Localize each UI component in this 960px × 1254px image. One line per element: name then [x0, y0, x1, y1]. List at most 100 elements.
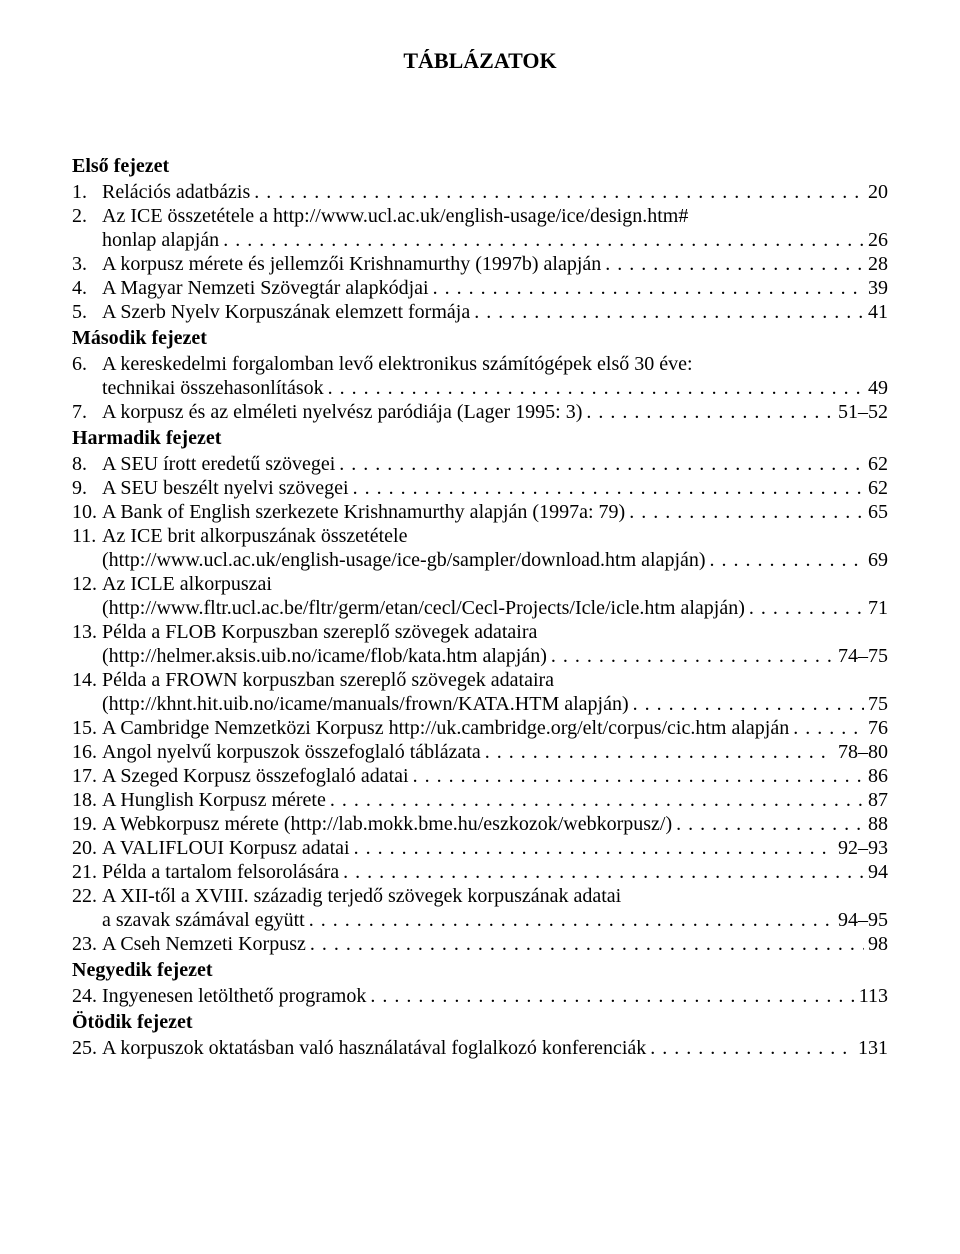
- entry-text: a szavak számával együtt: [102, 908, 305, 932]
- leader-dots: . . . . . . . . . . . . . . . . . . . . …: [710, 548, 864, 572]
- toc-list: Első fejezet1. Relációs adatbázis . . . . …: [72, 154, 888, 1060]
- toc-entry: 16.Angol nyelvű korpuszok összefoglaló t…: [72, 740, 888, 764]
- entry-number: 11.: [72, 524, 96, 548]
- toc-entry: 11.Az ICE brit alkorpuszának összetétele…: [72, 524, 888, 572]
- entry-text: Relációs adatbázis: [102, 180, 250, 204]
- entry-text-line: A kereskedelmi forgalomban levő elektron…: [102, 352, 888, 376]
- entry-text: Példa a tartalom felsorolására: [102, 860, 339, 884]
- toc-entry: 24.Ingyenesen letölthető programok. . . …: [72, 984, 888, 1008]
- entry-page: 41: [868, 300, 888, 324]
- entry-number: 2.: [72, 204, 87, 228]
- leader-dots: . . . . . . . . . . . . . . . . . . . . …: [413, 764, 864, 788]
- leader-dots: . . . . . . . . . . . . . . . . . . . . …: [223, 228, 864, 252]
- leader-dots: . . . . . . . . . . . . . . . . . . . . …: [676, 812, 864, 836]
- leader-dots: . . . . . . . . . . . . . . . . . . . . …: [310, 932, 864, 956]
- entry-number: 16.: [72, 740, 97, 764]
- toc-entry: 25.A korpuszok oktatásban való használat…: [72, 1036, 888, 1060]
- entry-text: (http://khnt.hit.uib.no/icame/manuals/fr…: [102, 692, 629, 716]
- entry-page: 94: [868, 860, 888, 884]
- entry-last-line: Példa a tartalom felsorolására. . . . . …: [102, 860, 888, 884]
- section-heading: Első fejezet: [72, 154, 888, 178]
- entry-text-line: Az ICE összetétele a http://www.ucl.ac.u…: [102, 204, 888, 228]
- entry-page: 88: [868, 812, 888, 836]
- entry-page: 69: [868, 548, 888, 572]
- entry-page: 62: [868, 476, 888, 500]
- entry-page: 51–52: [838, 400, 888, 424]
- entry-last-line: A SEU írott eredetű szövegei. . . . . . …: [102, 452, 888, 476]
- entry-text: A Bank of English szerkezete Krishnamurt…: [102, 500, 625, 524]
- entry-text: A korpusz mérete és jellemzői Krishnamur…: [102, 252, 601, 276]
- entry-number: 21.: [72, 860, 97, 884]
- entry-page: 92–93: [838, 836, 888, 860]
- entry-text-line: Példa a FROWN korpuszban szereplő szöveg…: [102, 668, 888, 692]
- entry-page: 113: [859, 984, 888, 1008]
- entry-number: 18.: [72, 788, 97, 812]
- page-container: TÁBLÁZATOK Első fejezet1. Relációs adatbá…: [0, 0, 960, 1254]
- toc-entry: 4.A Magyar Nemzeti Szövegtár alapkódjai.…: [72, 276, 888, 300]
- section-heading: Negyedik fejezet: [72, 958, 888, 982]
- entry-last-line: A Hunglish Korpusz mérete. . . . . . . .…: [102, 788, 888, 812]
- entry-page: 71: [868, 596, 888, 620]
- toc-entry: 9.A SEU beszélt nyelvi szövegei. . . . .…: [72, 476, 888, 500]
- entry-number: 8.: [72, 452, 87, 476]
- toc-entry: 6.A kereskedelmi forgalomban levő elektr…: [72, 352, 888, 400]
- entry-last-line: A korpusz és az elméleti nyelvész paródi…: [102, 400, 888, 424]
- leader-dots: . . . . . . . . . . . . . . . . . . . . …: [328, 376, 864, 400]
- entry-last-line: A Szerb Nyelv Korpuszának elemzett formá…: [102, 300, 888, 324]
- entry-page: 94–95: [838, 908, 888, 932]
- entry-number: 23.: [72, 932, 97, 956]
- entry-text: A VALIFLOUI Korpusz adatai: [102, 836, 350, 860]
- entry-number: 15.: [72, 716, 97, 740]
- entry-last-line: A VALIFLOUI Korpusz adatai. . . . . . . …: [102, 836, 888, 860]
- toc-entry: 7. A korpusz és az elméleti nyelvész paró…: [72, 400, 888, 424]
- entry-number: 7.: [72, 400, 87, 424]
- entry-page: 20: [868, 180, 888, 204]
- leader-dots: . . . . . . . . . . . . . . . . . . . . …: [370, 984, 854, 1008]
- leader-dots: . . . . . . . . . . . . . . . . . . . . …: [633, 692, 864, 716]
- entry-page: 78–80: [838, 740, 888, 764]
- entry-page: 26: [868, 228, 888, 252]
- leader-dots: . . . . . . . . . . . . . . . . . . . . …: [605, 252, 864, 276]
- entry-page: 131: [858, 1036, 888, 1060]
- entry-text: (http://www.ucl.ac.uk/english-usage/ice-…: [102, 548, 706, 572]
- leader-dots: . . . . . . . . . . . . . . . . . . . . …: [339, 452, 864, 476]
- section-heading: Második fejezet: [72, 326, 888, 350]
- entry-text: A Cambridge Nemzetközi Korpusz http://uk…: [102, 716, 789, 740]
- entry-page: 86: [868, 764, 888, 788]
- entry-text: A Szeged Korpusz összefoglaló adatai: [102, 764, 409, 788]
- entry-page: 39: [868, 276, 888, 300]
- leader-dots: . . . . . . . . . . . . . . . . . . . . …: [793, 716, 864, 740]
- entry-text: honlap alapján: [102, 228, 219, 252]
- entry-number: 24.: [72, 984, 97, 1008]
- toc-entry: 10.A Bank of English szerkezete Krishnam…: [72, 500, 888, 524]
- section-heading: Harmadik fejezet: [72, 426, 888, 450]
- page-title: TÁBLÁZATOK: [72, 48, 888, 74]
- entry-last-line: A SEU beszélt nyelvi szövegei. . . . . .…: [102, 476, 888, 500]
- entry-number: 4.: [72, 276, 87, 300]
- entry-text: Angol nyelvű korpuszok összefoglaló tábl…: [102, 740, 481, 764]
- entry-page: 74–75: [838, 644, 888, 668]
- leader-dots: . . . . . . . . . . . . . . . . . . . . …: [650, 1036, 854, 1060]
- entry-page: 98: [868, 932, 888, 956]
- toc-entry: 15.A Cambridge Nemzetközi Korpusz http:/…: [72, 716, 888, 740]
- entry-last-line: (http://www.fltr.ucl.ac.be/fltr/germ/eta…: [102, 596, 888, 620]
- entry-text: A korpusz és az elméleti nyelvész paródi…: [102, 400, 582, 424]
- toc-entry: 23.A Cseh Nemzeti Korpusz. . . . . . . .…: [72, 932, 888, 956]
- entry-page: 28: [868, 252, 888, 276]
- entry-number: 17.: [72, 764, 97, 788]
- entry-last-line: Angol nyelvű korpuszok összefoglaló tábl…: [102, 740, 888, 764]
- toc-entry: 13.Példa a FLOB Korpuszban szereplő szöv…: [72, 620, 888, 668]
- toc-entry: 1.Relációs adatbázis. . . . . . . . . . …: [72, 180, 888, 204]
- toc-entry: 19.A Webkorpusz mérete (http://lab.mokk.…: [72, 812, 888, 836]
- entry-text: A SEU beszélt nyelvi szövegei: [102, 476, 349, 500]
- leader-dots: . . . . . . . . . . . . . . . . . . . . …: [485, 740, 834, 764]
- entry-last-line: honlap alapján. . . . . . . . . . . . . …: [102, 228, 888, 252]
- toc-entry: 17.A Szeged Korpusz összefoglaló adatai.…: [72, 764, 888, 788]
- leader-dots: . . . . . . . . . . . . . . . . . . . . …: [629, 500, 864, 524]
- toc-entry: 8. A SEU írott eredetű szövegei. . . . . …: [72, 452, 888, 476]
- entry-text-line: Az ICE brit alkorpuszának összetétele: [102, 524, 888, 548]
- toc-entry: 5.A Szerb Nyelv Korpuszának elemzett for…: [72, 300, 888, 324]
- entry-number: 1.: [72, 180, 87, 204]
- entry-last-line: A Szeged Korpusz összefoglaló adatai. . …: [102, 764, 888, 788]
- entry-text: (http://www.fltr.ucl.ac.be/fltr/germ/eta…: [102, 596, 745, 620]
